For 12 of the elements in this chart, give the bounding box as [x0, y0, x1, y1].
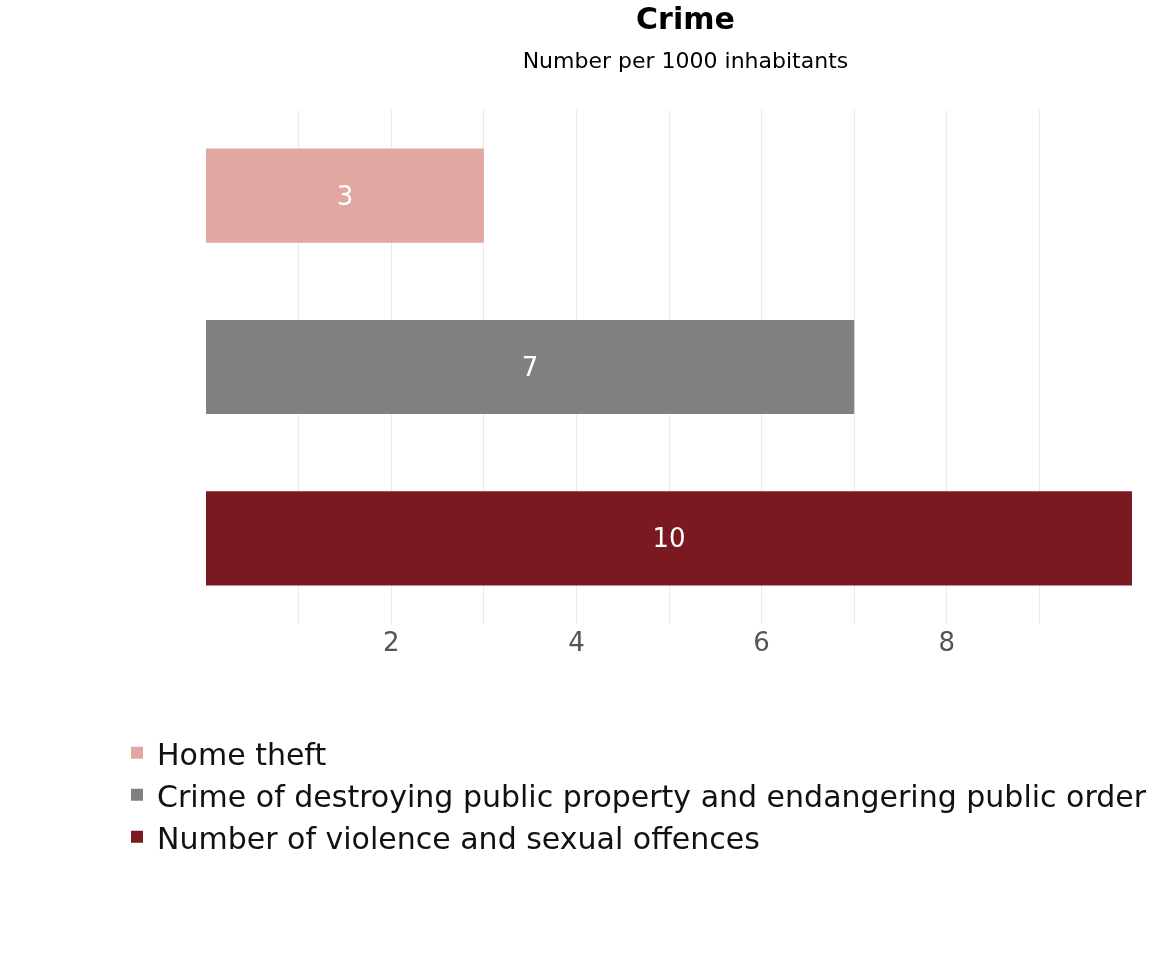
chart-subtitle: Number per 1000 inhabitants — [522, 47, 849, 73]
data-label: 7 — [521, 352, 539, 382]
legend-label: Crime of destroying public property and endangering public order — [157, 778, 1147, 814]
x-tick-label: 8 — [938, 627, 956, 657]
legend-label: Number of violence and sexual offences — [157, 820, 760, 856]
chart-title: Crime — [636, 0, 735, 36]
data-label: 10 — [652, 523, 686, 554]
x-tick-label: 6 — [753, 627, 770, 657]
data-label: 3 — [336, 180, 354, 211]
x-tick-label: 2 — [382, 627, 400, 657]
legend-label: Home theft — [157, 736, 327, 772]
x-tick-label: 4 — [568, 627, 585, 657]
